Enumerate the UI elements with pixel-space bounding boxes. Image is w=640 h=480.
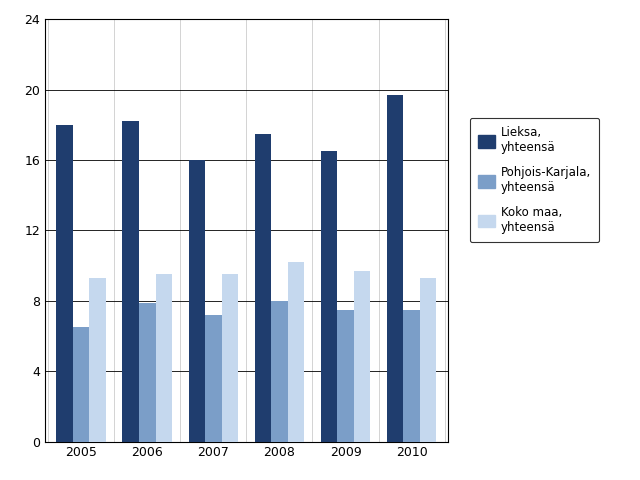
Bar (90, 278, 106, 442)
Bar (189, 160, 205, 442)
Bar (271, 301, 288, 442)
Bar (156, 275, 172, 442)
Bar (221, 275, 238, 442)
Bar (337, 310, 354, 442)
Bar (255, 133, 271, 442)
Bar (387, 95, 403, 442)
Bar (321, 151, 337, 442)
Bar (122, 121, 139, 442)
Legend: Lieksa,
yhteensä, Pohjois-Karjala,
yhteensä, Koko maa,
yhteensä: Lieksa, yhteensä, Pohjois-Karjala, yhtee… (470, 118, 599, 242)
Bar (288, 262, 304, 442)
Bar (205, 315, 221, 442)
Bar (73, 327, 90, 442)
Bar (420, 278, 436, 442)
Bar (139, 302, 156, 442)
Bar (403, 310, 420, 442)
Bar (354, 271, 371, 442)
Bar (56, 125, 73, 442)
